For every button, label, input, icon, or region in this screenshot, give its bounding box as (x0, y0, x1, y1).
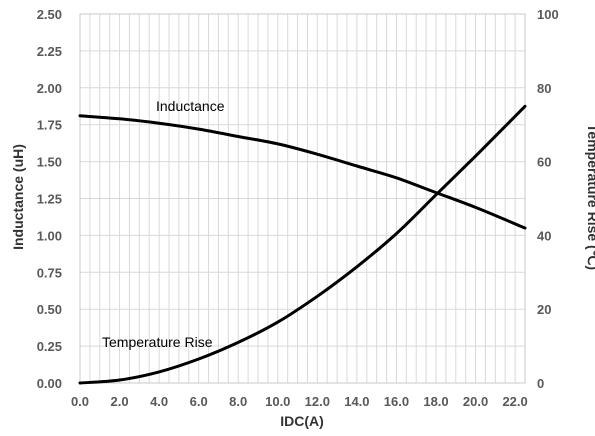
left-y-tick-label: 1.00 (37, 228, 62, 243)
x-tick-label: 20.0 (463, 394, 488, 409)
x-tick-label: 16.0 (384, 394, 409, 409)
right-y-tick-label: 100 (537, 7, 559, 22)
horizontal-gridlines (80, 13, 525, 384)
temperature-rise-annotation: Temperature Rise (102, 334, 213, 350)
x-axis-title: IDC(A) (280, 413, 324, 429)
left-y-tick-label: 0.50 (37, 302, 62, 317)
left-y-tick-label: 0.25 (37, 339, 62, 354)
right-y-tick-label: 60 (537, 155, 551, 170)
x-tick-label: 4.0 (150, 394, 168, 409)
x-tick-label: 14.0 (344, 394, 369, 409)
inductance-line (78, 114, 527, 230)
left-y-tick-label: 2.25 (37, 44, 62, 59)
right-y-tick-label: 40 (537, 228, 551, 243)
left-y-tick-label: 1.25 (37, 192, 62, 207)
x-tick-label: 18.0 (423, 394, 448, 409)
x-tick-label: 10.0 (265, 394, 290, 409)
right-y-axis-ticks: 0 20 40 60 80 100 (537, 7, 559, 391)
x-axis-ticks: 0.0 2.0 4.0 6.0 8.0 10.0 12.0 14.0 16.0 18.0 20.0 2… (71, 394, 528, 409)
left-y-tick-label: 2.50 (37, 7, 62, 22)
left-y-tick-label: 1.50 (37, 155, 62, 170)
left-y-tick-label: 2.00 (37, 81, 62, 96)
x-tick-label: 12.0 (305, 394, 330, 409)
plot-area-frame (79, 13, 526, 384)
series-lines (78, 104, 527, 385)
right-y-axis-title: Temperature Rise (℃) (585, 124, 595, 270)
x-tick-label: 0.0 (71, 394, 89, 409)
left-y-axis-title: Inductance (uH) (10, 144, 26, 250)
left-y-tick-label: 0.00 (37, 376, 62, 391)
left-y-tick-label: 1.75 (37, 118, 62, 133)
right-y-tick-label: 0 (537, 376, 544, 391)
left-y-tick-label: 0.75 (37, 265, 62, 280)
x-tick-label: 2.0 (111, 394, 129, 409)
right-y-tick-label: 80 (537, 81, 551, 96)
x-tick-label: 22.0 (502, 394, 527, 409)
left-y-axis-ticks: 0.00 0.25 0.50 0.75 1.00 1.25 1.50 1.75 2.00 2.25… (37, 7, 62, 391)
right-y-tick-label: 20 (537, 302, 551, 317)
x-tick-label: 6.0 (190, 394, 208, 409)
temperature-rise-line (78, 104, 527, 385)
x-tick-label: 8.0 (229, 394, 247, 409)
inductance-annotation: Inductance (156, 98, 225, 114)
